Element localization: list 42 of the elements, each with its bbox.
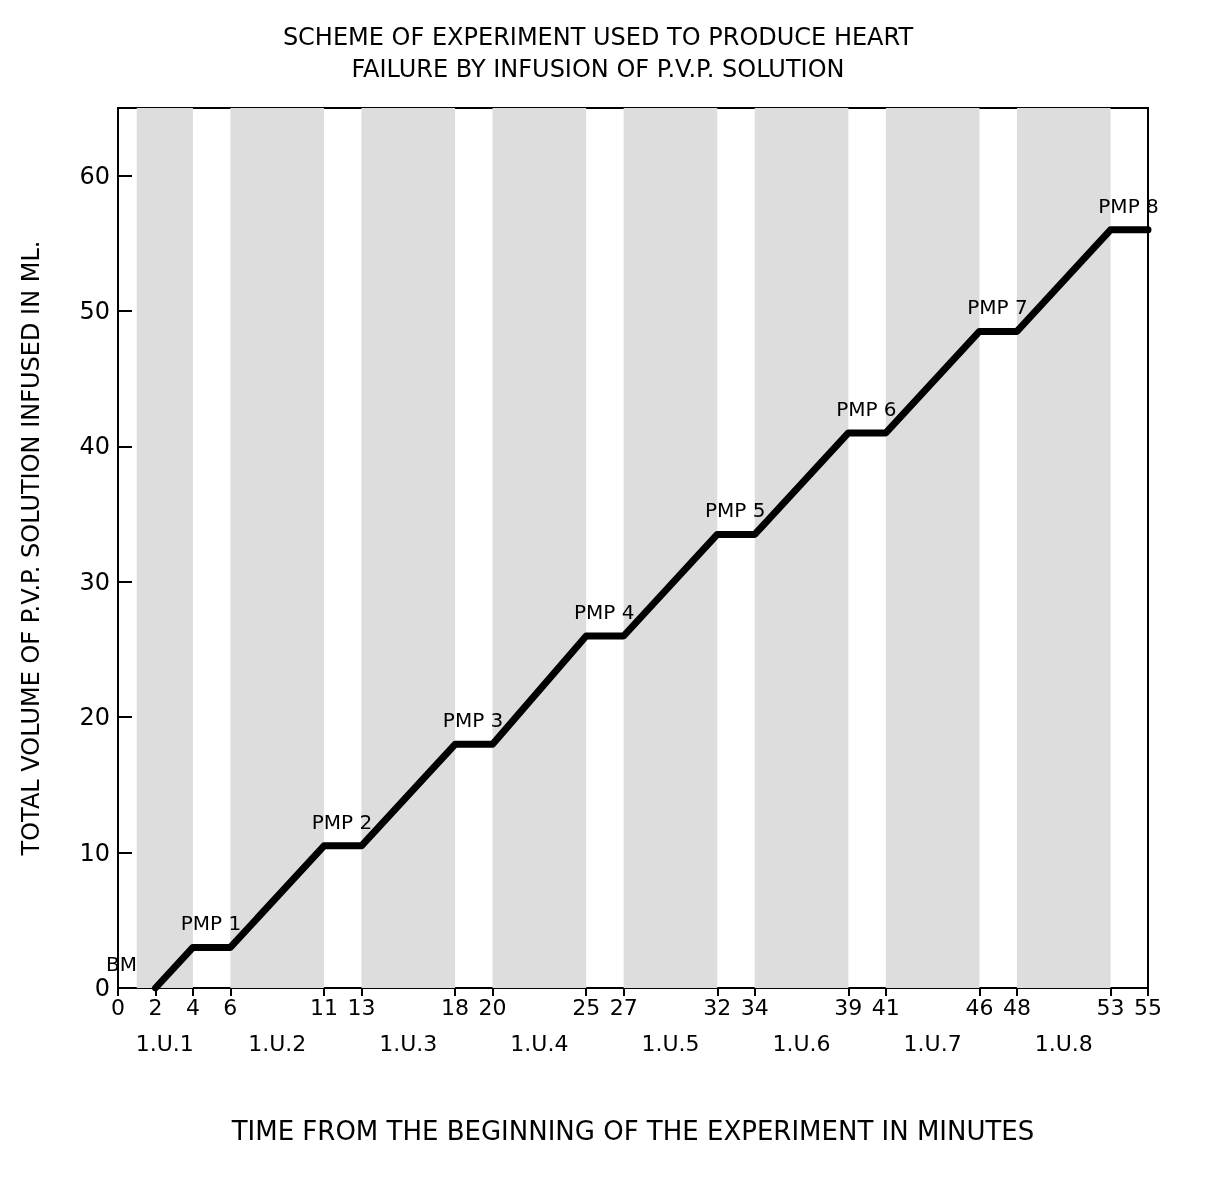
chart-title: SCHEME OF EXPERIMENT USED TO PRODUCE HEART FAILURE BY INFUSION OF P.V.P. SOLUTION [282, 23, 914, 83]
band-label: 1.U.2 [248, 1030, 307, 1056]
y-tick-label: 40 [79, 432, 110, 461]
annotation: PMP 7 [967, 295, 1028, 320]
annotation: PMP 4 [573, 600, 635, 624]
annotation: PMP 3 [442, 708, 504, 733]
annotation: PMP 2 [311, 809, 373, 834]
y-tick-label: 60 [79, 161, 110, 190]
y-tick-label: 0 [94, 974, 110, 1002]
annotation: PMP 6 [836, 396, 897, 421]
x-tick-label: 48 [1002, 994, 1031, 1020]
band-label: 1.U.6 [772, 1030, 831, 1056]
x-tick-label: 4 [185, 994, 200, 1020]
y-axis-title: TOTAL VOLUME OF P.V.P. SOLUTION INFUSED IN ML. [17, 240, 45, 857]
band-label: 1.U.3 [379, 1030, 438, 1056]
x-tick-label: 11 [310, 994, 338, 1020]
x-tick-label: 41 [871, 994, 900, 1020]
y-tick-label: 20 [79, 703, 110, 732]
x-axis-title: TIME FROM THE BEGINNING OF THE EXPERIMENT IN MINUTES [230, 1116, 1035, 1146]
x-tick-label: 25 [572, 994, 601, 1020]
band-label: 1.U.7 [903, 1030, 962, 1056]
x-tick-label: 46 [965, 994, 994, 1020]
annotation: PMP 5 [705, 498, 766, 523]
annotation: PMP 1 [180, 911, 242, 936]
x-tick-label: 55 [1134, 994, 1162, 1020]
x-tick-label: 20 [478, 994, 507, 1020]
x-tick-label: 2 [148, 994, 163, 1020]
band-label: 1.U.5 [641, 1030, 700, 1056]
x-tick-label: 13 [347, 994, 376, 1020]
band-label: 1.U.1 [135, 1030, 194, 1056]
x-tick-label: 27 [609, 994, 638, 1020]
x-tick-label: 32 [703, 994, 732, 1020]
band-label: 1.U.8 [1034, 1030, 1093, 1056]
band-label: 1.U.4 [510, 1030, 569, 1056]
x-tick-label: 18 [441, 994, 470, 1020]
x-tick-label: 53 [1096, 994, 1125, 1020]
x-tick-label: 34 [740, 994, 769, 1020]
x-tick-label: 6 [223, 994, 238, 1020]
x-tick-label: 39 [834, 994, 863, 1020]
y-tick-label: 50 [79, 297, 110, 326]
y-tick-label: 30 [79, 567, 110, 596]
y-tick-label: 10 [79, 838, 110, 867]
